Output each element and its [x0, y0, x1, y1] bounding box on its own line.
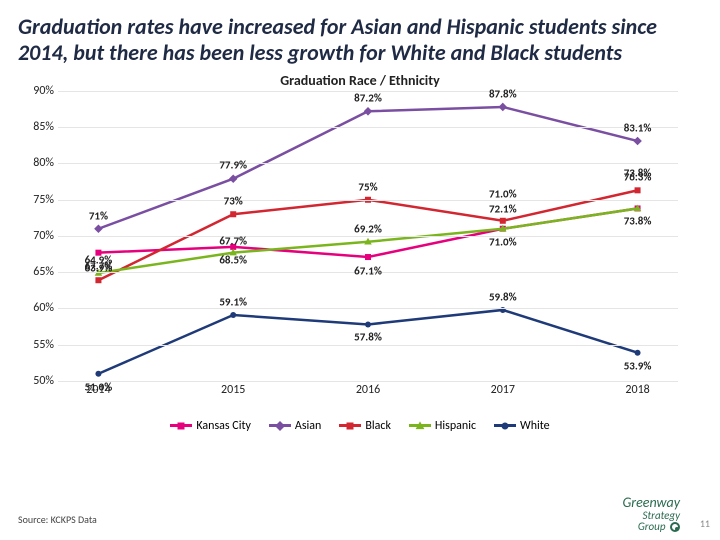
y-axis-label: 80% — [18, 156, 54, 170]
y-axis-label: 55% — [18, 338, 54, 352]
legend-label: Asian — [295, 419, 321, 433]
data-label: 68.5% — [219, 253, 247, 266]
y-axis-label: 60% — [18, 301, 54, 315]
legend-label: Black — [365, 419, 391, 433]
slide-title: Graduation rates have increased for Asia… — [18, 14, 702, 66]
data-label: 67.1% — [354, 264, 382, 277]
data-label: 72.1% — [489, 202, 517, 215]
data-label: 59.8% — [489, 290, 517, 303]
logo: Greenway Strategy Group — [622, 496, 680, 532]
y-axis-label: 90% — [18, 84, 54, 98]
chart-legend: Kansas City Asian Black Hispanic White — [18, 419, 702, 433]
data-label: 53.9% — [624, 359, 652, 372]
y-axis-label: 70% — [18, 229, 54, 243]
data-label: 73.8% — [624, 167, 652, 180]
data-label: 64.9% — [85, 253, 113, 266]
legend-item: Hispanic — [409, 419, 476, 433]
legend-item: Kansas City — [170, 419, 251, 433]
chart-title: Graduation Race / Ethnicity — [18, 72, 702, 89]
data-label: 87.2% — [354, 92, 382, 105]
data-label: 67.7% — [219, 234, 247, 247]
data-label: 83.1% — [624, 121, 652, 134]
legend-swatch — [494, 424, 516, 427]
data-label: 71.0% — [489, 187, 517, 200]
legend-swatch — [409, 424, 431, 427]
data-label: 71.0% — [489, 235, 517, 248]
chart-area: 50%55%60%65%70%75%80%85%90% 201420152016… — [18, 91, 702, 411]
legend-label: Kansas City — [196, 419, 251, 433]
legend-label: White — [520, 419, 550, 433]
legend-swatch — [269, 424, 291, 427]
x-axis-label: 2017 — [491, 383, 515, 397]
page-number: 11 — [700, 517, 710, 530]
y-axis-label: 50% — [18, 374, 54, 388]
data-label: 69.2% — [354, 222, 382, 235]
legend-item: Black — [339, 419, 391, 433]
data-label: 71% — [89, 209, 108, 222]
data-label: 77.9% — [219, 158, 247, 171]
data-label: 51.0% — [85, 380, 113, 393]
data-label: 57.8% — [354, 331, 382, 344]
data-label: 87.8% — [489, 87, 517, 100]
data-label: 73% — [224, 195, 243, 208]
x-axis-label: 2016 — [356, 383, 380, 397]
legend-item: Asian — [269, 419, 321, 433]
x-axis-label: 2018 — [625, 383, 649, 397]
legend-swatch — [170, 424, 192, 427]
y-axis-label: 75% — [18, 193, 54, 207]
data-label: 59.1% — [219, 295, 247, 308]
x-axis-label: 2015 — [221, 383, 245, 397]
legend-swatch — [339, 424, 361, 427]
data-label: 75% — [358, 180, 377, 193]
legend-item: White — [494, 419, 550, 433]
source-note: Source: KCKPS Data — [18, 513, 97, 526]
legend-label: Hispanic — [435, 419, 476, 433]
data-label: 73.8% — [624, 215, 652, 228]
y-axis-label: 65% — [18, 265, 54, 279]
y-axis-label: 85% — [18, 120, 54, 134]
